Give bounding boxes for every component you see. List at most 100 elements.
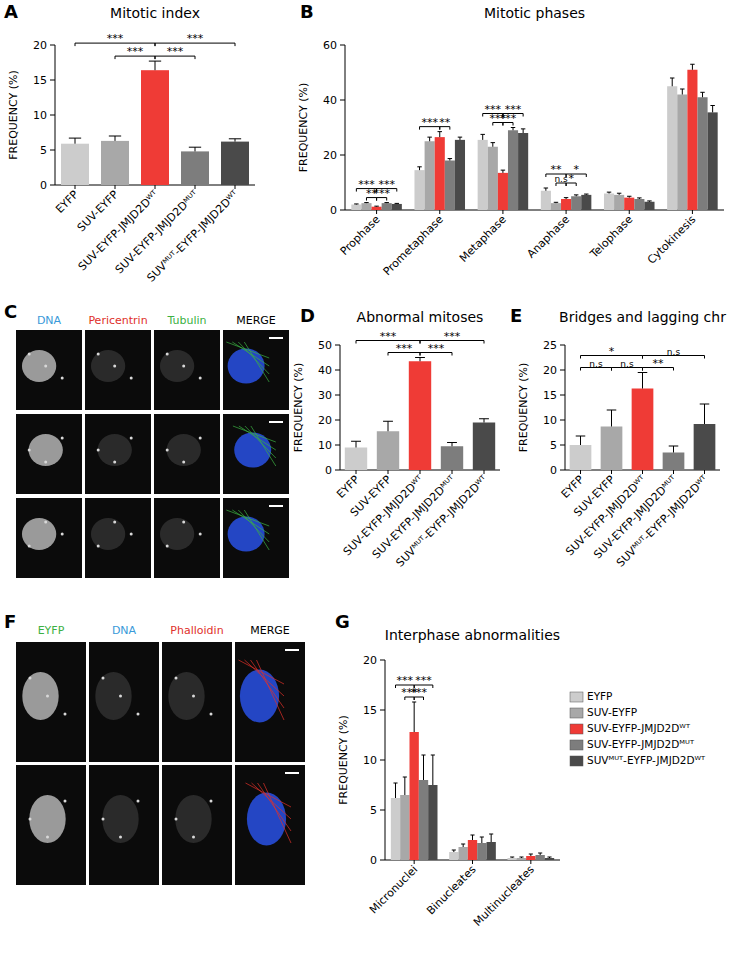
y-tick-label: 20: [543, 364, 557, 377]
figure: AMitotic indexFREQUENCY (%)05101520EYFPS…: [0, 0, 734, 960]
significance-label: n.s: [620, 359, 634, 369]
error-bar: [417, 167, 421, 170]
micrograph-feature: [232, 510, 269, 534]
error-line: [404, 777, 405, 795]
error-cap: [700, 92, 704, 93]
micrograph-feature: [257, 660, 285, 720]
error-line: [414, 702, 415, 732]
micrograph-feature: [119, 836, 122, 839]
micrograph-feature: [113, 521, 116, 524]
bar: [372, 207, 382, 210]
micrograph-feature: [175, 677, 178, 680]
error-line: [642, 373, 643, 389]
bar: [571, 196, 581, 210]
error-bar: [607, 192, 611, 193]
micrograph: [16, 414, 82, 494]
error-bar: [584, 194, 588, 196]
micrograph-feature: [130, 377, 133, 380]
chart-panel: GInterphase abnormalitiesFREQUENCY (%)05…: [335, 611, 706, 929]
error-bar: [351, 441, 361, 447]
bar: [181, 151, 209, 185]
micrograph-bg: [85, 330, 151, 410]
error-bar: [229, 139, 241, 142]
y-tick: [50, 185, 55, 186]
y-tick-label: 10: [318, 439, 332, 452]
error-line: [682, 89, 683, 95]
micrograph-bg: [89, 765, 159, 885]
error-cap: [511, 127, 515, 128]
scale-bar: [269, 505, 283, 507]
error-cap: [461, 844, 465, 845]
error-cap: [647, 200, 651, 201]
bar: [61, 144, 89, 185]
error-bar: [627, 196, 631, 197]
micrograph-feature: [22, 350, 56, 382]
bar: [425, 141, 435, 210]
error-bar: [412, 702, 416, 732]
chart-title: Bridges and lagging chr: [559, 309, 726, 325]
error-bar: [149, 61, 161, 70]
significance-label: **: [550, 163, 562, 176]
bar: [601, 427, 623, 471]
error-line: [704, 404, 705, 424]
error-cap: [431, 755, 435, 756]
y-tick-label: 15: [33, 74, 47, 87]
significance-label: ***: [397, 674, 414, 687]
error-cap: [638, 372, 648, 373]
micrograph-feature: [28, 545, 31, 548]
micrograph-feature: [168, 672, 204, 720]
micrograph-feature: [46, 836, 49, 839]
error-cap: [374, 206, 378, 207]
micrograph-feature: [44, 461, 47, 464]
error-line: [439, 132, 440, 138]
micrograph-feature: [167, 434, 201, 466]
micrograph: [162, 642, 232, 762]
error-bar: [510, 857, 514, 858]
error-bar: [576, 436, 586, 445]
micrograph-feature: [246, 783, 292, 807]
panel-label: D: [300, 305, 315, 326]
error-cap: [607, 192, 611, 193]
y-tick-label: 25: [543, 339, 557, 352]
y-tick: [380, 710, 385, 711]
x-tick-label: Micronuclei: [367, 863, 420, 916]
micrograph-feature: [192, 836, 195, 839]
error-cap: [448, 158, 452, 159]
bar: [667, 86, 677, 210]
bar: [382, 203, 392, 210]
significance-label: ***: [428, 342, 445, 355]
legend-label: SUVᴹᵁᵀ-EYFP-JMJD2Dᵂᵀ: [587, 754, 706, 766]
significance-label: ***: [505, 103, 522, 116]
bar: [541, 191, 551, 210]
significance-label: ***: [415, 674, 432, 687]
bar: [708, 112, 718, 210]
micrograph-feature: [28, 449, 31, 452]
bar: [141, 70, 169, 185]
x-tick-label: Prophase: [338, 213, 383, 258]
x-tick: [439, 210, 440, 214]
y-tick: [340, 155, 345, 156]
micrograph-bg: [154, 414, 220, 494]
error-bar: [431, 755, 435, 785]
micrograph-bg: [89, 642, 159, 762]
bar: [414, 170, 424, 210]
error-cap: [690, 64, 694, 65]
legend-swatch: [570, 692, 583, 702]
micrograph-feature: [130, 533, 133, 536]
x-tick-label: Multinucleates: [471, 863, 537, 929]
error-bar: [427, 137, 431, 141]
y-tick: [50, 115, 55, 116]
bar: [392, 204, 402, 210]
x-tick: [388, 470, 389, 474]
bar: [410, 732, 419, 860]
y-tick-label: 20: [318, 414, 332, 427]
x-tick: [356, 470, 357, 474]
micrograph-feature: [244, 342, 269, 382]
error-line: [75, 138, 76, 144]
micrograph: [16, 498, 82, 578]
y-tick-label: 20: [363, 654, 377, 667]
y-tick: [380, 810, 385, 811]
y-tick-label: 20: [33, 39, 47, 52]
error-cap: [607, 410, 617, 411]
micrograph-feature: [29, 677, 32, 680]
